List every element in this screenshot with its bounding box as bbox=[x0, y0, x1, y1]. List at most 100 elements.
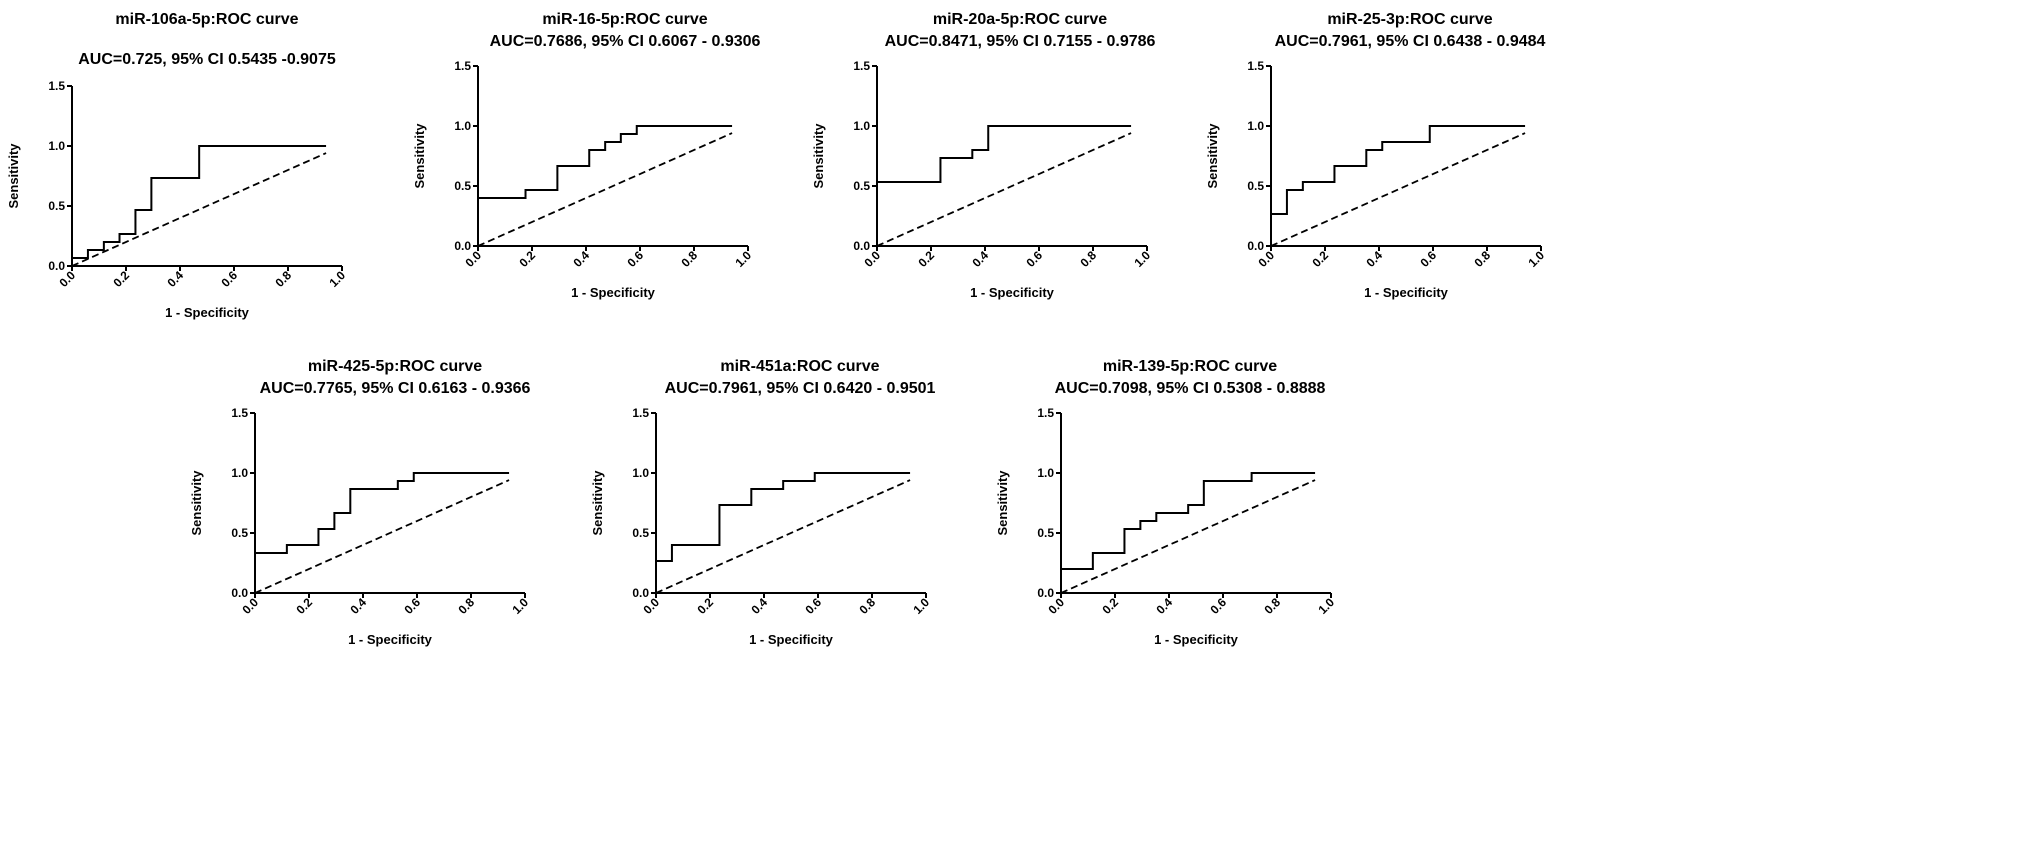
x-tick-label: 0.2 bbox=[516, 248, 538, 270]
chart-title: miR-106a-5p:ROC curve bbox=[115, 11, 298, 28]
x-tick-label: 0.6 bbox=[802, 595, 824, 617]
y-tick-label: 1.5 bbox=[48, 79, 65, 93]
x-tick-label: 0.2 bbox=[915, 248, 937, 270]
chart-subtitle: AUC=0.7961, 95% CI 0.6420 - 0.9501 bbox=[665, 380, 936, 397]
x-tick-label: 0.6 bbox=[218, 268, 240, 290]
x-tick-label: 1.0 bbox=[326, 268, 348, 290]
roc-curve-line bbox=[876, 125, 1132, 246]
x-tick-label: 0.8 bbox=[455, 595, 477, 617]
x-tick-label: 1.0 bbox=[1525, 248, 1547, 270]
roc-curve-line bbox=[71, 145, 327, 266]
y-tick-label: 1.5 bbox=[1247, 59, 1264, 73]
roc-panel: miR-20a-5p:ROC curve AUC=0.8471, 95% CI 0… bbox=[811, 11, 1156, 300]
roc-curve-line bbox=[655, 472, 911, 593]
y-axis-label: Sensitivity bbox=[1205, 123, 1220, 189]
chart-subtitle: AUC=0.7098, 95% CI 0.5308 - 0.8888 bbox=[1055, 380, 1326, 397]
x-axis-label: 1 - Specificity bbox=[165, 305, 250, 320]
chart-title: miR-25-3p:ROC curve bbox=[1327, 11, 1492, 28]
y-tick-label: 1.5 bbox=[231, 406, 248, 420]
roc-panel: miR-425-5p:ROC curve AUC=0.7765, 95% CI 0… bbox=[189, 358, 531, 647]
x-tick-label: 0.2 bbox=[293, 595, 315, 617]
y-tick-label: 0.0 bbox=[231, 586, 248, 600]
x-tick-label: 0.8 bbox=[272, 268, 294, 290]
y-tick-label: 0.0 bbox=[454, 239, 471, 253]
x-tick-label: 0.8 bbox=[1261, 595, 1283, 617]
chart-title: miR-20a-5p:ROC curve bbox=[933, 11, 1107, 28]
roc-panel: miR-139-5p:ROC curve AUC=0.7098, 95% CI 0… bbox=[995, 358, 1337, 647]
chart-title: miR-16-5p:ROC curve bbox=[542, 11, 707, 28]
x-axis-label: 1 - Specificity bbox=[348, 632, 433, 647]
x-tick-label: 0.4 bbox=[347, 595, 369, 617]
x-axis-label: 1 - Specificity bbox=[1364, 285, 1449, 300]
y-tick-label: 0.5 bbox=[1037, 526, 1054, 540]
y-tick-label: 0.5 bbox=[48, 199, 65, 213]
x-axis-label: 1 - Specificity bbox=[970, 285, 1055, 300]
x-tick-label: 0.8 bbox=[678, 248, 700, 270]
y-tick-label: 0.0 bbox=[1247, 239, 1264, 253]
x-axis-label: 1 - Specificity bbox=[749, 632, 834, 647]
x-tick-label: 0.4 bbox=[969, 248, 991, 270]
x-axis-label: 1 - Specificity bbox=[571, 285, 656, 300]
y-tick-label: 1.0 bbox=[454, 119, 471, 133]
x-tick-label: 0.6 bbox=[1023, 248, 1045, 270]
y-tick-label: 0.5 bbox=[454, 179, 471, 193]
chart-subtitle: AUC=0.725, 95% CI 0.5435 -0.9075 bbox=[78, 51, 336, 68]
x-tick-label: 0.2 bbox=[694, 595, 716, 617]
y-tick-label: 1.0 bbox=[48, 139, 65, 153]
x-tick-label: 0.6 bbox=[1417, 248, 1439, 270]
reference-diagonal-line bbox=[254, 479, 510, 594]
x-axis-label: 1 - Specificity bbox=[1154, 632, 1239, 647]
reference-diagonal-line bbox=[1060, 479, 1316, 594]
chart-title: miR-451a:ROC curve bbox=[720, 358, 879, 375]
y-axis-label: Sensitivity bbox=[412, 123, 427, 189]
roc-curve-line bbox=[254, 472, 510, 593]
y-axis-label: Sensitivity bbox=[189, 470, 204, 536]
y-axis-label: Sensitivity bbox=[995, 470, 1010, 536]
y-tick-label: 0.0 bbox=[853, 239, 870, 253]
y-tick-label: 0.5 bbox=[231, 526, 248, 540]
x-tick-label: 0.8 bbox=[1471, 248, 1493, 270]
x-tick-label: 0.6 bbox=[401, 595, 423, 617]
x-tick-label: 0.4 bbox=[748, 595, 770, 617]
x-tick-label: 0.4 bbox=[1363, 248, 1385, 270]
y-tick-label: 1.5 bbox=[632, 406, 649, 420]
roc-panel: miR-16-5p:ROC curve AUC=0.7686, 95% CI 0.… bbox=[412, 11, 761, 300]
chart-title: miR-425-5p:ROC curve bbox=[308, 358, 482, 375]
reference-diagonal-line bbox=[655, 479, 911, 594]
roc-panel: miR-25-3p:ROC curve AUC=0.7961, 95% CI 0.… bbox=[1205, 11, 1547, 300]
roc-curve-line bbox=[477, 125, 733, 246]
y-tick-label: 1.0 bbox=[632, 466, 649, 480]
y-axis-label: Sensitivity bbox=[811, 123, 826, 189]
reference-diagonal-line bbox=[1270, 132, 1526, 247]
x-tick-label: 0.6 bbox=[1207, 595, 1229, 617]
x-tick-label: 0.2 bbox=[1309, 248, 1331, 270]
x-tick-label: 0.8 bbox=[856, 595, 878, 617]
y-tick-label: 0.0 bbox=[632, 586, 649, 600]
y-tick-label: 1.5 bbox=[1037, 406, 1054, 420]
x-tick-label: 1.0 bbox=[1131, 248, 1153, 270]
y-tick-label: 1.0 bbox=[1037, 466, 1054, 480]
chart-title: miR-139-5p:ROC curve bbox=[1103, 358, 1277, 375]
y-tick-label: 0.5 bbox=[853, 179, 870, 193]
chart-subtitle: AUC=0.7961, 95% CI 0.6438 - 0.9484 bbox=[1275, 33, 1546, 50]
x-tick-label: 0.8 bbox=[1077, 248, 1099, 270]
x-tick-label: 1.0 bbox=[1315, 595, 1337, 617]
y-axis-label: Sensitivity bbox=[6, 143, 21, 209]
y-tick-label: 0.0 bbox=[1037, 586, 1054, 600]
y-tick-label: 1.0 bbox=[231, 466, 248, 480]
chart-subtitle: AUC=0.7765, 95% CI 0.6163 - 0.9366 bbox=[260, 380, 531, 397]
x-tick-label: 0.6 bbox=[624, 248, 646, 270]
y-tick-label: 1.0 bbox=[1247, 119, 1264, 133]
x-tick-label: 0.2 bbox=[1099, 595, 1121, 617]
y-axis-label: Sensitivity bbox=[590, 470, 605, 536]
x-tick-label: 0.4 bbox=[570, 248, 592, 270]
y-tick-label: 0.5 bbox=[632, 526, 649, 540]
y-tick-label: 1.5 bbox=[853, 59, 870, 73]
x-tick-label: 1.0 bbox=[910, 595, 932, 617]
y-tick-label: 1.0 bbox=[853, 119, 870, 133]
roc-curve-line bbox=[1060, 472, 1316, 593]
y-tick-label: 1.5 bbox=[454, 59, 471, 73]
x-tick-label: 0.4 bbox=[1153, 595, 1175, 617]
chart-subtitle: AUC=0.8471, 95% CI 0.7155 - 0.9786 bbox=[885, 33, 1156, 50]
